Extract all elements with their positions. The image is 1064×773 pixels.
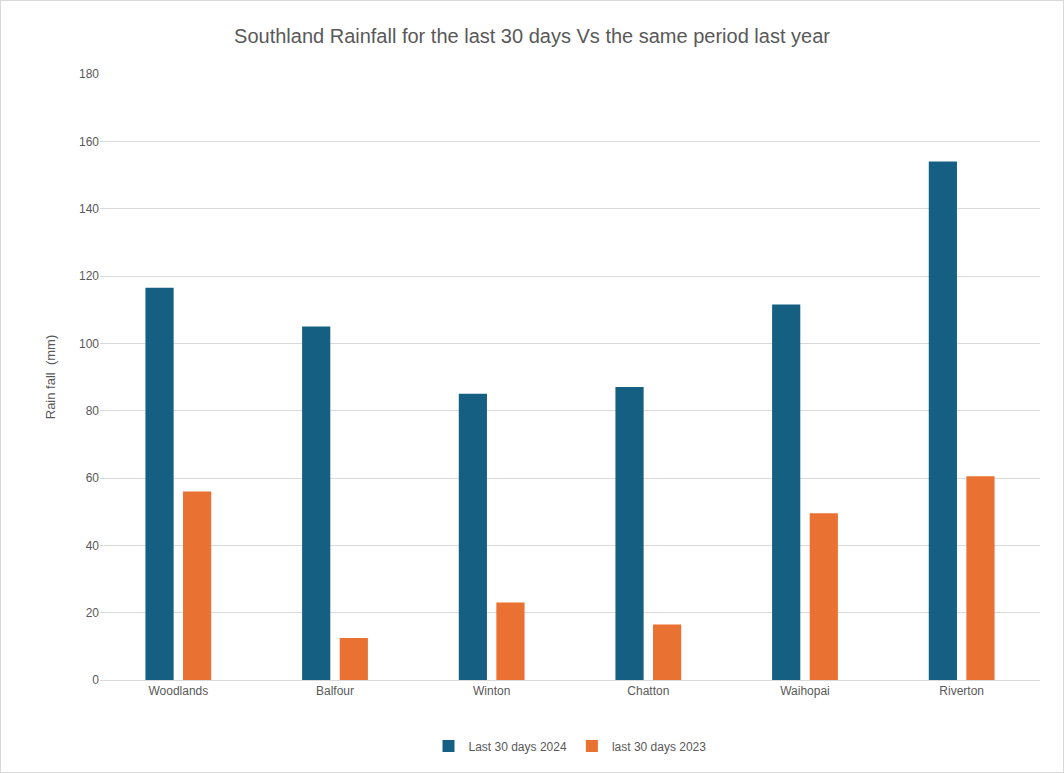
svg-text:120: 120 (79, 269, 99, 283)
svg-text:180: 180 (79, 67, 99, 81)
svg-text:100: 100 (79, 337, 99, 351)
svg-text:Waihopai: Waihopai (780, 684, 830, 698)
svg-text:Woodlands: Woodlands (148, 684, 208, 698)
svg-text:Chatton: Chatton (627, 684, 669, 698)
svg-text:Winton: Winton (473, 684, 510, 698)
svg-text:40: 40 (86, 539, 100, 553)
svg-text:Rain fall (mm): Rain fall (mm) (43, 335, 58, 420)
svg-text:Southland Rainfall for the las: Southland Rainfall for the last 30 days … (234, 25, 830, 47)
svg-text:160: 160 (79, 135, 99, 149)
svg-text:Balfour: Balfour (316, 684, 354, 698)
svg-text:0: 0 (92, 673, 99, 687)
svg-text:Riverton: Riverton (939, 684, 984, 698)
svg-text:Last 30 days 2024: Last 30 days 2024 (469, 740, 567, 754)
svg-text:20: 20 (86, 606, 100, 620)
svg-text:last 30 days 2023: last 30 days 2023 (612, 740, 706, 754)
svg-text:80: 80 (86, 404, 100, 418)
svg-text:60: 60 (86, 471, 100, 485)
svg-text:140: 140 (79, 202, 99, 216)
